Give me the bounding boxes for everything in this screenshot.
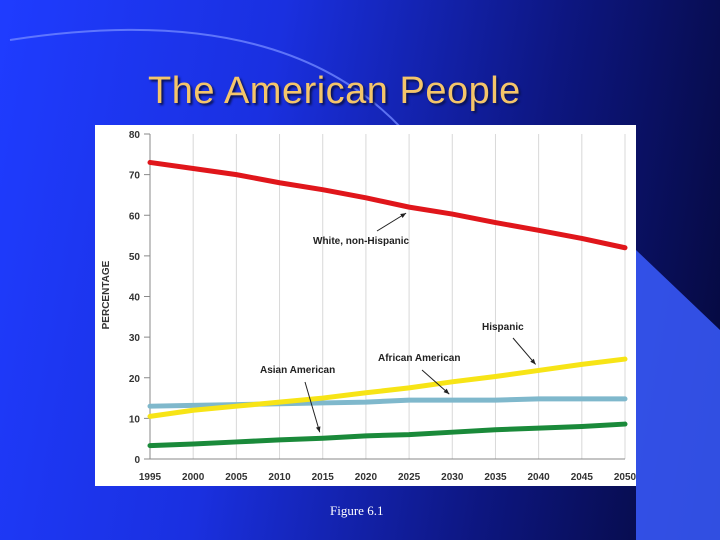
annotation-label: Hispanic: [482, 322, 524, 333]
annotation-label: Asian American: [260, 365, 335, 376]
y-tick-label: 20: [129, 374, 141, 385]
series-line-hispanic: [147, 356, 628, 419]
series-line-asian-american: [147, 421, 628, 449]
x-tick-label: 2000: [182, 472, 205, 483]
annotation-label: African American: [378, 353, 460, 364]
y-tick-label: 0: [134, 455, 140, 466]
annotation-label: White, non-Hispanic: [313, 236, 410, 247]
slide-title: The American People: [148, 70, 521, 112]
x-tick-label: 2030: [441, 472, 464, 483]
annotation-arrow: [304, 381, 321, 433]
decorative-wedge: [636, 250, 720, 540]
x-tick-label: 2005: [225, 472, 248, 483]
y-tick-label: 10: [129, 414, 141, 425]
series-line-african-american: [147, 396, 628, 409]
y-tick-label: 70: [129, 171, 141, 182]
y-tick-label: 30: [129, 333, 141, 344]
decorative-arc: [9, 28, 421, 151]
x-tick-label: 2035: [484, 472, 507, 483]
annotation-arrow: [376, 212, 407, 232]
x-tick-label: 1995: [139, 472, 162, 483]
figure-caption: Figure 6.1: [330, 503, 384, 518]
x-tick-label: 2020: [355, 472, 378, 483]
annotation-arrow: [421, 369, 450, 395]
chart-panel: 1995 2000 2005 2010 2015 2020 2025 2030 2035 2040…: [95, 125, 637, 486]
series-line-white-non-hispanic: [147, 159, 628, 251]
x-tick-label: 2010: [268, 472, 291, 483]
x-tick-label: 2040: [528, 472, 551, 483]
y-tick-label: 50: [129, 252, 141, 263]
y-tick-label: 80: [129, 130, 141, 141]
y-axis-label: PERCENTAGE: [101, 260, 112, 329]
annotation-arrowhead: [315, 426, 321, 433]
line-chart: 1995 2000 2005 2010 2015 2020 2025 2030 2035 2040…: [101, 130, 637, 483]
annotation-arrowhead: [400, 213, 407, 219]
x-tick-label: 2045: [571, 472, 594, 483]
x-tick-label: 2050: [614, 472, 636, 483]
x-tick-label: 2025: [398, 472, 421, 483]
y-tick-label: 60: [129, 211, 141, 222]
x-tick-label: 2015: [312, 472, 335, 483]
annotation-arrowhead: [443, 388, 450, 395]
annotation-arrow: [512, 337, 537, 365]
annotation-arrowhead: [530, 358, 536, 365]
y-tick-label: 40: [129, 293, 141, 304]
